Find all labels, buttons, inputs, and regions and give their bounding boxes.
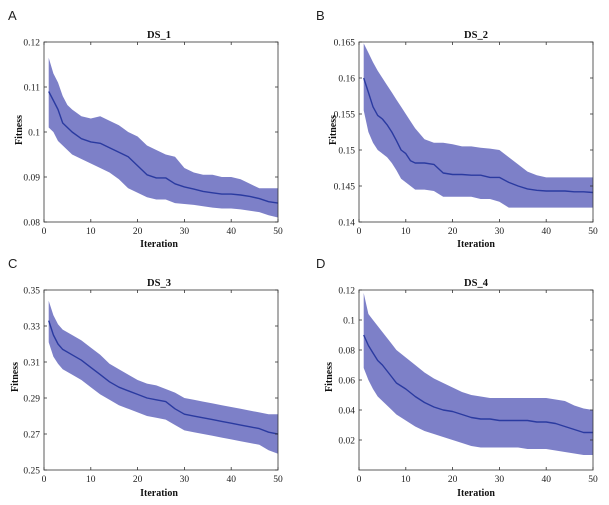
panel-a: A DS_1 0 10 20 30 40 50 0.08 0.09 0.1 0.11 0.12 It… bbox=[8, 8, 283, 250]
confidence-band-d bbox=[363, 293, 593, 455]
x-tick-label-a: 40 bbox=[226, 227, 236, 237]
panel-d: D DS_4 0 10 20 30 40 50 0.02 0.04 0.06 0.08 0.1 0.1… bbox=[316, 256, 598, 499]
y-axis-label-d: Fitness bbox=[324, 362, 335, 392]
y-tick-label-b: 0.16 bbox=[338, 75, 355, 85]
x-tick-label-b: 0 bbox=[357, 227, 362, 237]
y-tick-label-c: 0.35 bbox=[23, 287, 40, 297]
y-axis-label-c: Fitness bbox=[10, 362, 21, 392]
confidence-band-a bbox=[48, 57, 279, 218]
x-tick-label-d: 20 bbox=[448, 475, 458, 485]
mean-line-c bbox=[48, 320, 279, 435]
y-tick-label-a: 0.08 bbox=[23, 219, 40, 229]
chart-title-a: DS_1 bbox=[147, 30, 171, 41]
y-tick-label-a: 0.12 bbox=[23, 39, 40, 49]
x-tick-label-b: 10 bbox=[401, 227, 411, 237]
y-tick-label-a: 0.09 bbox=[23, 174, 40, 184]
y-tick-label-c: 0.31 bbox=[23, 359, 40, 369]
x-tick-label-c: 40 bbox=[226, 475, 236, 485]
x-tick-label-d: 50 bbox=[588, 475, 598, 485]
y-tick-label-b: 0.145 bbox=[334, 183, 356, 193]
x-tick-label-a: 50 bbox=[273, 227, 283, 237]
x-tick-label-c: 30 bbox=[180, 475, 190, 485]
x-tick-label-c: 10 bbox=[86, 475, 96, 485]
confidence-band-b bbox=[363, 43, 593, 208]
y-tick-label-d: 0.06 bbox=[338, 377, 355, 387]
chart-title-b: DS_2 bbox=[464, 30, 488, 41]
panel-label-a: A bbox=[8, 8, 17, 23]
axis-box-c bbox=[43, 289, 279, 471]
y-tick-label-d: 0.04 bbox=[338, 407, 355, 417]
x-tick-label-a: 0 bbox=[42, 227, 47, 237]
panel-label-d: D bbox=[316, 256, 325, 271]
x-tick-label-b: 40 bbox=[541, 227, 551, 237]
plot-area-b: 0 10 20 30 40 50 0.14 0.145 0.15 0.155 0.16 0.165 bbox=[334, 39, 598, 238]
plot-area-a: 0 10 20 30 40 50 0.08 0.09 0.1 0.11 0.12 bbox=[23, 39, 283, 238]
y-tick-label-c: 0.33 bbox=[23, 323, 40, 333]
x-axis-label-a: Iteration bbox=[140, 239, 178, 250]
plot-area-d: 0 10 20 30 40 50 0.02 0.04 0.06 0.08 0.1 0.12 bbox=[338, 287, 598, 486]
x-tick-label-d: 10 bbox=[401, 475, 411, 485]
x-tick-label-b: 30 bbox=[495, 227, 505, 237]
y-tick-label-a: 0.1 bbox=[28, 129, 40, 139]
x-tick-label-c: 0 bbox=[42, 475, 47, 485]
panel-label-b: B bbox=[316, 8, 325, 23]
x-axis-label-d: Iteration bbox=[457, 488, 495, 499]
plot-area-c: 0 10 20 30 40 50 0.25 0.27 0.29 0.31 0.33 0.35 bbox=[23, 287, 283, 486]
panel-label-c: C bbox=[8, 256, 17, 271]
x-tick-label-b: 50 bbox=[588, 227, 598, 237]
axis-box-b bbox=[358, 41, 594, 223]
y-tick-label-b: 0.15 bbox=[338, 147, 355, 157]
panel-c: C DS_3 0 10 20 30 40 50 0.25 0.27 0.29 0.31 0.33 0.… bbox=[8, 256, 283, 499]
y-tick-label-a: 0.11 bbox=[24, 84, 41, 94]
y-axis-label-b: Fitness bbox=[328, 115, 339, 145]
y-axis-label-a: Fitness bbox=[14, 115, 25, 145]
y-tick-label-c: 0.27 bbox=[23, 431, 40, 441]
y-tick-label-d: 0.02 bbox=[338, 437, 355, 447]
x-tick-label-b: 20 bbox=[448, 227, 458, 237]
x-tick-label-d: 30 bbox=[495, 475, 505, 485]
x-tick-label-c: 50 bbox=[273, 475, 283, 485]
mean-line-b bbox=[363, 77, 594, 194]
x-axis-label-b: Iteration bbox=[457, 239, 495, 250]
mean-line-a bbox=[48, 91, 279, 204]
y-tick-label-c: 0.25 bbox=[23, 467, 40, 477]
x-tick-label-a: 10 bbox=[86, 227, 96, 237]
x-tick-label-a: 20 bbox=[133, 227, 143, 237]
y-tick-label-b: 0.14 bbox=[338, 219, 355, 229]
panel-b: B DS_2 0 10 20 30 40 50 0.14 0.145 0.15 0.155 0.16… bbox=[316, 8, 598, 250]
y-tick-label-d: 0.08 bbox=[338, 347, 355, 357]
x-tick-label-a: 30 bbox=[180, 227, 190, 237]
x-tick-label-d: 40 bbox=[541, 475, 551, 485]
y-tick-label-d: 0.12 bbox=[338, 287, 355, 297]
x-axis-label-c: Iteration bbox=[140, 488, 178, 499]
y-tick-label-c: 0.29 bbox=[23, 395, 40, 405]
chart-title-c: DS_3 bbox=[147, 278, 171, 289]
chart-title-d: DS_4 bbox=[464, 278, 489, 289]
x-tick-label-c: 20 bbox=[133, 475, 143, 485]
y-tick-label-b: 0.165 bbox=[334, 39, 356, 49]
y-tick-label-b: 0.155 bbox=[334, 111, 356, 121]
y-tick-label-d: 0.1 bbox=[343, 317, 355, 327]
mean-line-d bbox=[363, 334, 593, 434]
x-tick-label-d: 0 bbox=[357, 475, 362, 485]
confidence-band-c bbox=[48, 300, 279, 454]
